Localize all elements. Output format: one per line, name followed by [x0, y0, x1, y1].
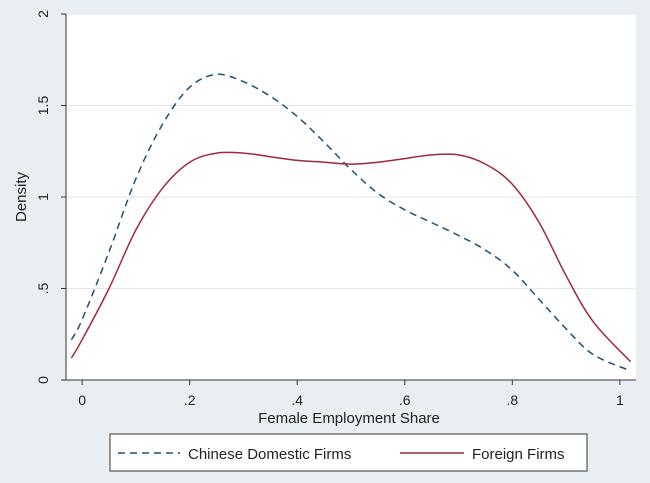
series-line-foreign [70, 151, 632, 363]
y-tick-label: .5 [35, 282, 51, 294]
x-tick-label: .4 [291, 392, 303, 408]
y-tick-label: 1 [35, 193, 51, 201]
x-tick-label: .8 [506, 392, 518, 408]
legend-label-foreign: Foreign Firms [472, 446, 565, 463]
legend-label-domestic: Chinese Domestic Firms [188, 446, 351, 463]
series-line-domestic [70, 73, 631, 372]
legend-box [109, 433, 588, 472]
series-lines [70, 73, 632, 372]
x-tick-label: 0 [78, 392, 86, 408]
y-tick-label: 1.5 [35, 96, 51, 116]
x-tick-label: .2 [184, 392, 196, 408]
x-tick-label: .6 [399, 392, 411, 408]
y-tick-label: 2 [35, 10, 51, 18]
y-tick-label: 0 [35, 376, 51, 384]
x-axis-label: Female Employment Share [258, 410, 440, 427]
x-tick-label: 1 [616, 392, 624, 408]
y-axis-label: Density [13, 171, 30, 222]
legend: Chinese Domestic Firms Foreign Firms [109, 433, 588, 472]
gridlines [66, 13, 636, 289]
y-axis-ticks: 0 .5 1 1.5 2 [35, 10, 66, 384]
x-axis-ticks: 0 .2 .4 .6 .8 1 [78, 380, 624, 408]
